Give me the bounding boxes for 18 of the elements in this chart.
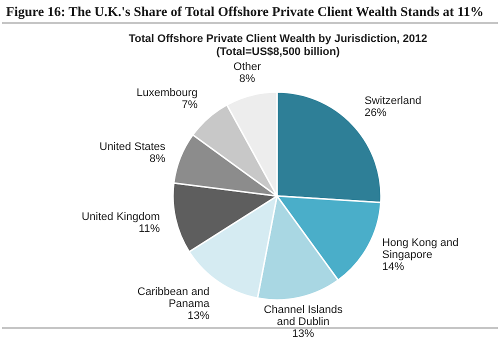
slice-label: Hong Kong and Singapore bbox=[382, 236, 459, 261]
slice-label: Luxembourg bbox=[136, 86, 198, 99]
slice-label: Channel Islands and Dublin bbox=[264, 304, 344, 328]
data-label: 8% bbox=[239, 72, 256, 85]
slice-label: Caribbean and Panama bbox=[137, 286, 210, 310]
data-label: 7% bbox=[182, 98, 198, 111]
slice-label: United States bbox=[99, 140, 166, 153]
slice-label: United Kingdom bbox=[82, 211, 160, 224]
data-label: 13% bbox=[188, 310, 210, 322]
slice-label: Other bbox=[233, 60, 262, 73]
slice-label: Switzerland bbox=[364, 94, 422, 107]
data-label: 26% bbox=[364, 106, 387, 119]
chart-title: Figure 16: The U.K.'s Share of Total Offshore Private Client Wealth Stands at 11% bbox=[6, 4, 484, 19]
data-label: 14% bbox=[382, 260, 404, 273]
data-label: 13% bbox=[292, 328, 314, 340]
chart-subtitle: Total Offshore Private Client Wealth by Jurisdiction, 2012 (Total=US$8,500 billion) bbox=[128, 33, 428, 58]
data-label: 11% bbox=[138, 223, 160, 236]
data-label: 8% bbox=[150, 152, 166, 165]
